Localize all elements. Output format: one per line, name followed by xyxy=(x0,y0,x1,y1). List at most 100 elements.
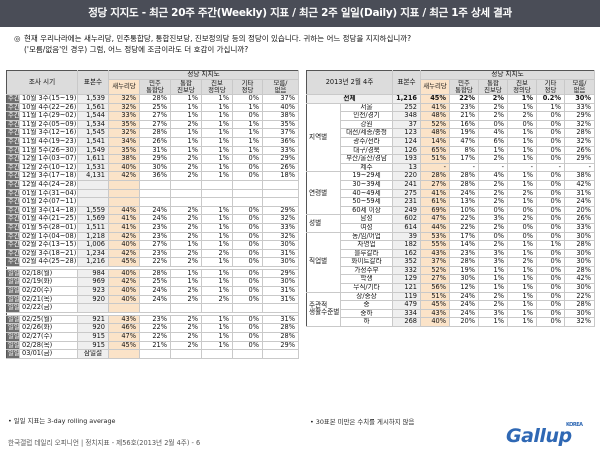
table-cell: 24% xyxy=(449,292,479,302)
table-row: 연령별 19~29세 220 28% 28% 4% 1% 0% 38% xyxy=(306,171,595,216)
gallup-logo-korea: KOREA xyxy=(566,422,583,428)
table-cell: 2% xyxy=(201,295,233,305)
table-cell: 28% xyxy=(139,269,171,279)
group-label: 직업별 xyxy=(306,232,341,293)
table-cell: 1% xyxy=(507,249,537,259)
table-cell: 36% xyxy=(262,137,299,147)
table-cell: 1% xyxy=(201,94,233,104)
table-cell: 53% xyxy=(420,232,450,242)
table-cell: 0% xyxy=(536,257,565,267)
table-row: 일일 02/22(금) xyxy=(6,303,299,313)
table-cell: 1% xyxy=(478,317,508,328)
table-cell: 2% xyxy=(478,111,508,121)
table-cell: 126 xyxy=(392,146,421,156)
table-cell: 39 xyxy=(392,232,421,242)
table-cell: 1% xyxy=(507,292,537,302)
table-cell: 2% xyxy=(170,171,202,181)
daily-label: 일일 xyxy=(6,315,20,325)
table-cell: 41% xyxy=(108,223,140,233)
table-cell: 51% xyxy=(420,292,450,302)
table-row: 40~49세 275 41% 24% 2% 2% 0% 31% xyxy=(307,189,595,199)
weekly-label: 주간 xyxy=(6,154,20,164)
table-cell: 30% xyxy=(262,277,299,288)
table-cell: 0% xyxy=(232,232,263,242)
table-cell xyxy=(139,349,171,359)
table-cell xyxy=(170,349,202,359)
header-col: 통합 진보당 xyxy=(478,79,508,96)
table-cell: 1% xyxy=(507,240,537,250)
table-cell: 2% xyxy=(507,111,537,121)
table-cell: 28% xyxy=(564,300,595,310)
period-label: 01월 4주(21~25) xyxy=(19,214,78,224)
table-cell: 984 xyxy=(77,269,109,279)
table-row: 주간 11월 3주(12~16) 1,545 32% 28% 1% 1% 1% 37% xyxy=(6,128,299,138)
table-cell: 0% xyxy=(232,277,263,288)
header-row: 새누리당 민주 통합당 통합 진보당 진보 정의당 기타 정당 모름/ 없음 xyxy=(307,79,595,96)
table-cell: 1,216 xyxy=(77,257,109,267)
table-cell: 30% xyxy=(564,232,595,242)
table-cell: 33% xyxy=(262,223,299,233)
table-cell: 1,234 xyxy=(77,249,109,259)
table-cell: 33% xyxy=(564,223,595,233)
table-row: 가정주부 332 52% 19% 1% 1% 0% 28% xyxy=(307,266,595,276)
table-cell: 37 xyxy=(392,120,421,130)
table-cell: 2% xyxy=(478,180,508,190)
table-cell: 0% xyxy=(536,154,565,164)
table-cell: 1% xyxy=(478,274,508,285)
table-cell: 0% xyxy=(536,300,565,310)
table-cell: 32% xyxy=(564,317,595,328)
table-cell: 1% xyxy=(507,309,537,319)
table-cell xyxy=(108,189,140,199)
table-cell: 1,534 xyxy=(77,120,109,130)
gallup-logo-text: Gallup xyxy=(506,425,572,447)
table-cell xyxy=(170,303,202,313)
period-label: 11월 5주(26~30) xyxy=(19,146,78,156)
table-cell: 13% xyxy=(449,197,479,207)
weekly-label: 주간 xyxy=(6,189,20,199)
total-row: 전체 1,216 45% 22% 2% 1% 0.2% 30% xyxy=(306,94,595,104)
table-cell: 1% xyxy=(170,94,202,104)
table-cell: 0% xyxy=(232,295,263,305)
table-row: 여성 614 44% 22% 2% 0% 0% 33% xyxy=(307,223,595,233)
table-cell: 2% xyxy=(170,341,202,351)
table-row: 60세 이상 249 69% 10% 0% 0% 0% 20% xyxy=(307,206,595,216)
table-cell: 1% xyxy=(201,154,233,164)
table-cell: 69% xyxy=(420,206,450,216)
table-cell: 41% xyxy=(420,103,450,113)
table-row: 중하 334 43% 24% 3% 1% 0% 30% xyxy=(307,309,595,319)
table-cell: 3% xyxy=(478,214,508,224)
table-cell: 45% xyxy=(108,341,140,351)
question-bullet: ◎ xyxy=(14,34,21,43)
table-cell: 25% xyxy=(139,277,171,288)
table-cell: 48% xyxy=(420,111,450,121)
table-cell: 0% xyxy=(536,137,565,147)
table-cell: 48% xyxy=(420,128,450,138)
table-cell: 61% xyxy=(420,197,450,207)
table-cell: 0% xyxy=(536,128,565,138)
table-cell: 44% xyxy=(108,206,140,216)
table-row: 30~39세 241 27% 28% 2% 1% 0% 42% xyxy=(307,180,595,190)
table-cell: 27% xyxy=(139,240,171,250)
table-cell: 40% xyxy=(420,317,450,328)
table-cell: - xyxy=(420,163,450,173)
table-cell: - xyxy=(449,163,479,173)
table-cell: 20% xyxy=(449,317,479,328)
table-cell: 41% xyxy=(108,214,140,224)
table-row: 일일 02/21(목) 920 40% 24% 2% 2% 0% 31% xyxy=(6,295,299,305)
table-cell: 0% xyxy=(536,249,565,259)
table-cell: 1% xyxy=(507,283,537,293)
table-row: 일일 02/25(월) 921 43% 23% 2% 1% 0% 31% xyxy=(6,315,299,325)
header-base: 표본수 xyxy=(77,70,109,95)
table-cell: 923 xyxy=(77,286,109,296)
table-cell: 1% xyxy=(201,137,233,147)
period-label: 02/27(수) xyxy=(19,332,78,342)
table-cell: 121 xyxy=(392,283,421,293)
table-cell: 1% xyxy=(232,103,263,113)
daily-label: 일일 xyxy=(6,277,20,288)
table-cell xyxy=(170,189,202,199)
period-label: 11월 4주(19~23) xyxy=(19,137,78,147)
table-cell: 46% xyxy=(108,323,140,334)
table-cell: 1% xyxy=(170,269,202,279)
table-cell: 332 xyxy=(392,266,421,276)
table-cell: 42% xyxy=(564,274,595,285)
